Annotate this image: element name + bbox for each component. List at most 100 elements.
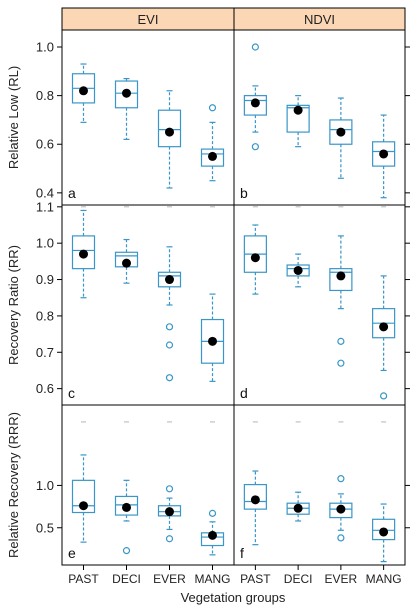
axes: 0.4 0.6 0.8 1.0 Relative Low (RL) 0.6 0.7 0.8 0.… xyxy=(6,40,410,586)
box-group xyxy=(114,78,139,140)
box xyxy=(372,518,396,541)
box xyxy=(114,495,139,516)
x-tick-label: PAST xyxy=(240,572,271,586)
mean-point xyxy=(293,503,303,513)
box-group xyxy=(372,114,396,199)
box-group xyxy=(243,421,267,546)
y-tick-label: 1.0 xyxy=(36,478,54,493)
mean-point xyxy=(336,504,346,514)
box-group xyxy=(71,421,96,543)
box xyxy=(243,95,267,116)
outlier-point xyxy=(165,341,174,349)
mean-point xyxy=(122,502,131,512)
outlier-point xyxy=(380,392,388,400)
mean-point xyxy=(336,271,346,281)
mean-point xyxy=(379,527,389,537)
x-axis-label: Vegetation groups xyxy=(181,590,286,605)
box-group xyxy=(71,206,96,299)
mean-point xyxy=(165,275,174,285)
box xyxy=(71,235,96,270)
box-group xyxy=(157,90,182,189)
panel-letter: c xyxy=(68,385,75,401)
mean-point xyxy=(122,88,131,98)
panel-letter: a xyxy=(68,185,76,201)
box-group xyxy=(286,421,310,522)
panel-letter: e xyxy=(68,545,76,561)
outlier-point xyxy=(337,337,345,345)
x-tick-label: MANG xyxy=(195,572,231,586)
y-tick-label: 0.7 xyxy=(36,345,54,360)
y-tick-label: 0.4 xyxy=(36,185,54,200)
mean-point xyxy=(293,265,303,275)
y-tick-label: 0.6 xyxy=(36,381,54,396)
mean-point xyxy=(208,151,217,161)
box xyxy=(71,479,96,514)
box-group xyxy=(71,63,96,123)
mean-point xyxy=(250,253,260,263)
outlier-point xyxy=(337,475,345,483)
panel: c xyxy=(61,204,235,406)
y-tick-label: 0.5 xyxy=(36,520,54,535)
outlier-point xyxy=(165,374,174,382)
mean-point xyxy=(165,127,174,137)
box-group xyxy=(114,421,139,555)
y-tick-label: 0.8 xyxy=(36,88,54,103)
outlier-point xyxy=(165,535,174,543)
mean-point xyxy=(79,86,88,96)
box-group xyxy=(329,421,353,542)
box-group xyxy=(114,206,139,284)
panel: d xyxy=(233,204,406,406)
box-group xyxy=(329,206,353,367)
box-group xyxy=(200,104,225,182)
box xyxy=(114,80,139,109)
x-tick-label: EVER xyxy=(325,572,358,586)
box xyxy=(243,483,267,510)
outlier-point xyxy=(251,43,259,51)
box xyxy=(286,104,310,133)
x-tick-label: DECI xyxy=(284,572,313,586)
box-group xyxy=(286,206,310,288)
outlier-point xyxy=(122,547,131,555)
outlier-point xyxy=(337,534,345,542)
mean-point xyxy=(79,501,88,511)
y-axis-label: Recovery Ratio (RR) xyxy=(6,245,21,365)
mean-point xyxy=(208,336,217,346)
panel-letter: f xyxy=(240,545,244,561)
mean-point xyxy=(336,127,346,137)
y-axis-label: Relative Recovery (RRR) xyxy=(6,412,21,558)
box xyxy=(200,148,225,167)
box-group xyxy=(243,206,267,295)
box xyxy=(157,271,182,288)
box-group xyxy=(329,97,353,179)
mean-point xyxy=(165,507,174,517)
box-group xyxy=(157,421,182,543)
outlier-point xyxy=(165,485,174,493)
box-group xyxy=(372,206,396,400)
y-axis-label: Relative Low (RL) xyxy=(6,66,21,169)
strip-headers: EVI NDVI xyxy=(61,7,406,31)
y-tick-label: 0.6 xyxy=(36,137,54,152)
panels: a b c d e f xyxy=(61,29,406,566)
panel-letter: b xyxy=(240,185,248,201)
box xyxy=(329,502,353,519)
outlier-point xyxy=(165,323,174,331)
box xyxy=(329,268,353,292)
box xyxy=(372,141,396,167)
mean-point xyxy=(293,105,303,115)
x-tick-label: PAST xyxy=(68,572,99,586)
y-tick-label: 1.0 xyxy=(36,236,54,251)
x-tick-label: EVER xyxy=(153,572,186,586)
box xyxy=(157,109,182,148)
y-tick-label: 1.0 xyxy=(36,40,54,55)
box-group xyxy=(372,421,396,563)
outlier-point xyxy=(208,509,217,517)
strip-label: NDVI xyxy=(304,12,335,27)
mean-point xyxy=(250,495,260,505)
box-group xyxy=(157,206,182,382)
mean-point xyxy=(379,149,389,159)
box xyxy=(286,264,310,277)
mean-point xyxy=(379,322,389,332)
y-tick-label: 1.1 xyxy=(36,199,54,214)
box-group xyxy=(286,95,310,148)
box-group xyxy=(200,421,225,556)
